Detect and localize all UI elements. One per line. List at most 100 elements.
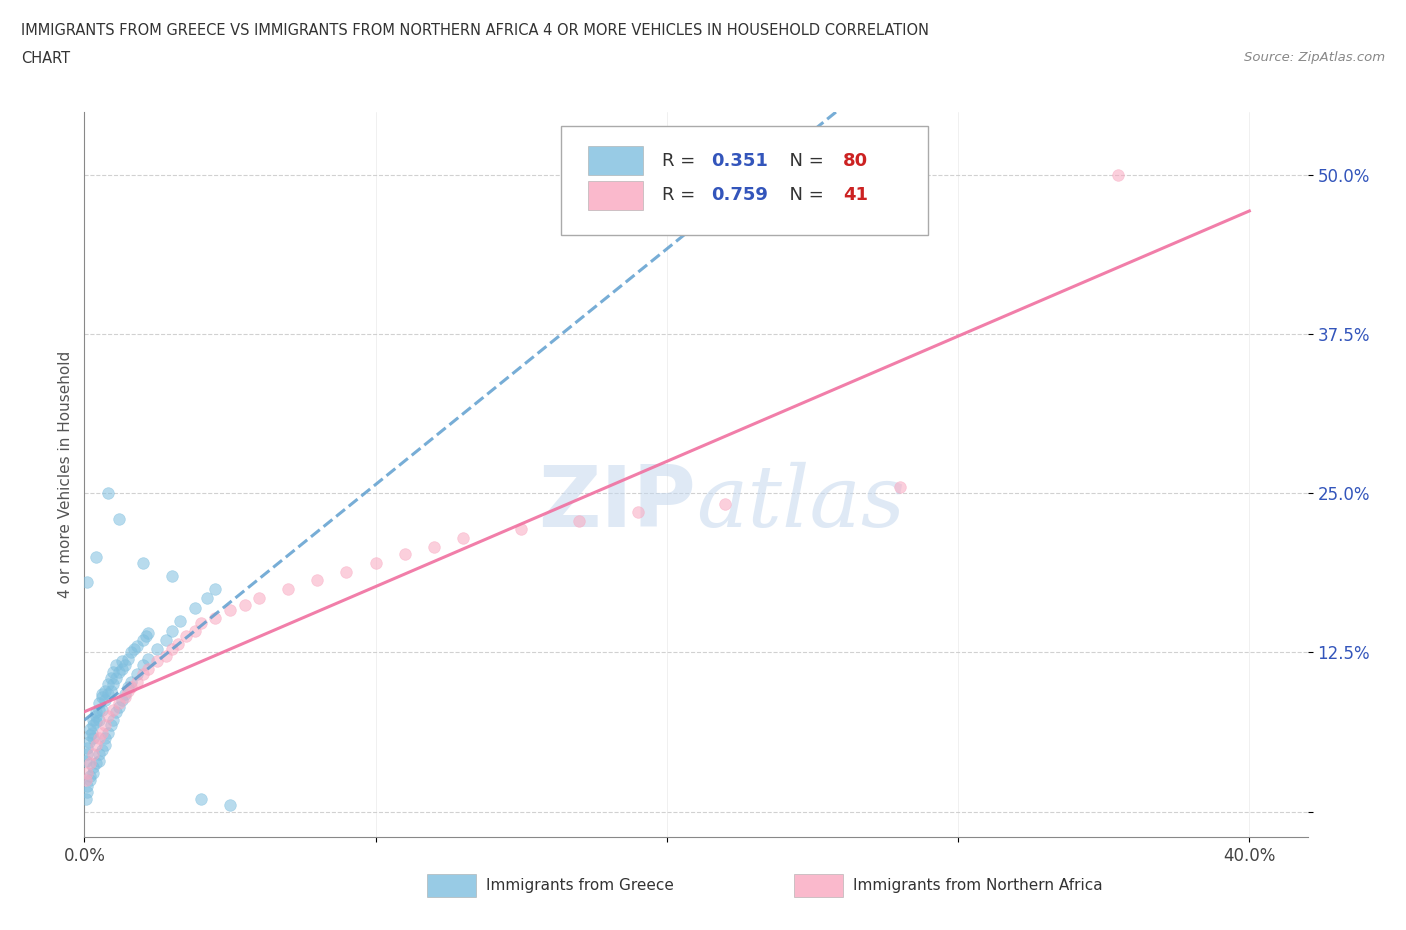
- Point: [138, 661, 160, 676]
- Text: Immigrants from Northern Africa: Immigrants from Northern Africa: [852, 878, 1102, 893]
- Point: [114, 689, 136, 704]
- Point: [79, 756, 101, 771]
- Point: [87, 747, 110, 762]
- Point: [131, 658, 153, 672]
- Point: [90, 702, 112, 717]
- Point: [125, 639, 148, 654]
- Point: [103, 702, 125, 717]
- Point: [76, 785, 98, 800]
- Point: [87, 702, 110, 717]
- Point: [82, 766, 104, 781]
- Point: [155, 632, 177, 647]
- Point: [131, 556, 153, 571]
- Point: [117, 651, 139, 666]
- Text: R =: R =: [662, 152, 700, 170]
- Point: [82, 760, 104, 775]
- Point: [394, 547, 416, 562]
- Point: [117, 680, 139, 695]
- Point: [90, 689, 112, 704]
- Point: [90, 687, 112, 702]
- Text: N =: N =: [778, 186, 830, 204]
- Point: [1107, 167, 1129, 182]
- FancyBboxPatch shape: [794, 874, 842, 897]
- Point: [76, 766, 98, 781]
- Point: [138, 626, 160, 641]
- Point: [714, 496, 737, 511]
- Point: [100, 671, 122, 685]
- Text: R =: R =: [662, 186, 700, 204]
- Text: 0.759: 0.759: [710, 186, 768, 204]
- Point: [108, 512, 131, 526]
- Point: [80, 725, 103, 740]
- Point: [79, 722, 101, 737]
- Point: [117, 684, 139, 698]
- Point: [100, 684, 122, 698]
- Point: [160, 568, 183, 583]
- Point: [125, 667, 148, 682]
- Point: [160, 623, 183, 638]
- Point: [97, 677, 120, 692]
- Point: [190, 791, 212, 806]
- Point: [84, 550, 107, 565]
- Point: [155, 649, 177, 664]
- Point: [122, 641, 145, 656]
- Point: [93, 718, 115, 733]
- Point: [97, 687, 120, 702]
- Point: [93, 730, 115, 745]
- Point: [423, 539, 446, 554]
- Point: [219, 603, 242, 618]
- Point: [79, 768, 101, 783]
- Point: [82, 730, 104, 745]
- Point: [105, 705, 128, 720]
- Point: [131, 667, 153, 682]
- Point: [131, 632, 153, 647]
- Point: [233, 598, 256, 613]
- Point: [76, 747, 98, 762]
- Text: CHART: CHART: [21, 51, 70, 66]
- Point: [166, 636, 188, 651]
- Y-axis label: 4 or more Vehicles in Household: 4 or more Vehicles in Household: [58, 351, 73, 598]
- Point: [84, 737, 107, 752]
- Point: [87, 730, 110, 745]
- Text: Immigrants from Greece: Immigrants from Greece: [485, 878, 673, 893]
- Text: 80: 80: [842, 152, 868, 170]
- Point: [76, 740, 98, 755]
- Point: [204, 611, 226, 626]
- Point: [120, 680, 142, 695]
- Point: [103, 664, 125, 679]
- Point: [114, 687, 136, 702]
- Point: [146, 654, 169, 669]
- Point: [219, 798, 242, 813]
- Point: [75, 791, 97, 806]
- Point: [114, 658, 136, 672]
- Point: [138, 651, 160, 666]
- Point: [111, 692, 134, 707]
- Point: [84, 756, 107, 771]
- Point: [510, 522, 533, 537]
- Point: [93, 737, 115, 752]
- Text: 0.351: 0.351: [710, 152, 768, 170]
- FancyBboxPatch shape: [588, 180, 644, 209]
- Point: [90, 725, 112, 740]
- Point: [146, 641, 169, 656]
- Point: [204, 581, 226, 596]
- Point: [277, 581, 299, 596]
- Point: [84, 709, 107, 724]
- Point: [247, 591, 270, 605]
- Point: [82, 718, 104, 733]
- Text: Source: ZipAtlas.com: Source: ZipAtlas.com: [1244, 51, 1385, 64]
- Text: IMMIGRANTS FROM GREECE VS IMMIGRANTS FROM NORTHERN AFRICA 4 OR MORE VEHICLES IN : IMMIGRANTS FROM GREECE VS IMMIGRANTS FRO…: [21, 23, 929, 38]
- Point: [120, 674, 142, 689]
- Text: 41: 41: [842, 186, 868, 204]
- Text: ZIP: ZIP: [538, 462, 696, 545]
- Point: [103, 677, 125, 692]
- Point: [307, 573, 329, 588]
- Point: [87, 696, 110, 711]
- Point: [889, 480, 911, 495]
- Point: [97, 725, 120, 740]
- Point: [627, 505, 650, 520]
- Text: atlas: atlas: [696, 462, 905, 545]
- Point: [105, 658, 128, 672]
- Point: [335, 565, 357, 579]
- Point: [169, 613, 191, 628]
